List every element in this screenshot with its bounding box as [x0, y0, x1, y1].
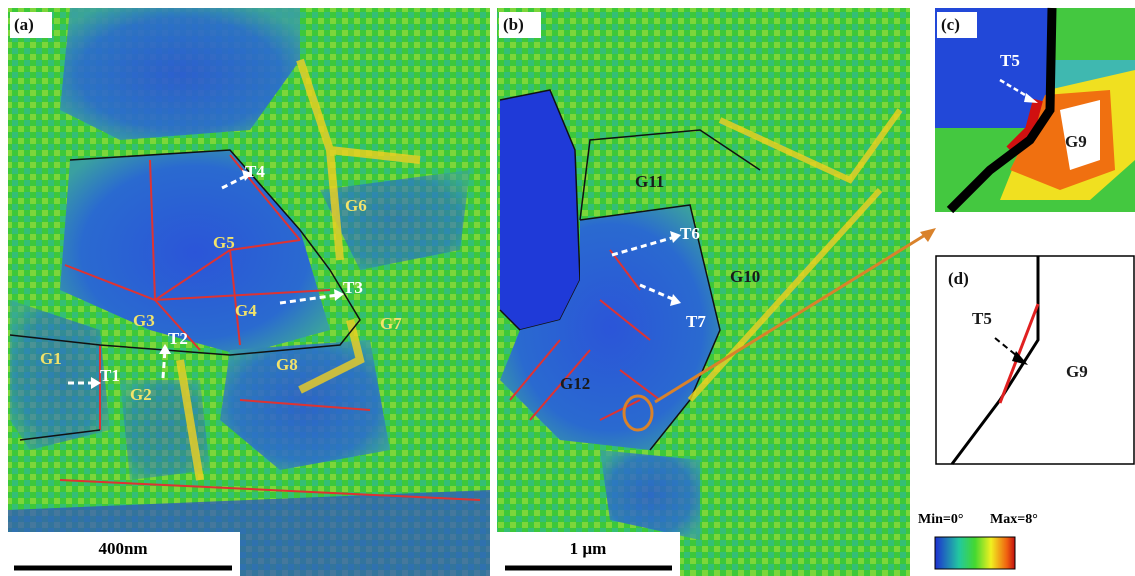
- colorbar-min-label: Min=0°: [918, 512, 963, 527]
- twin-label: T4: [245, 162, 265, 181]
- panel-c: (c) T5 G9: [935, 8, 1135, 212]
- twin-label: T2: [168, 329, 188, 348]
- colorbar: Min=0° Max=8°: [918, 512, 1038, 569]
- grain-label: G9: [1065, 132, 1087, 151]
- twin-label: T7: [686, 312, 706, 331]
- panel-d: (d) T5 G9: [936, 256, 1134, 464]
- grain-label: G11: [635, 172, 664, 191]
- panel-label: (b): [503, 15, 524, 34]
- grain-label: G8: [276, 355, 298, 374]
- panel-label: (d): [948, 269, 969, 288]
- grain-label: G12: [560, 374, 590, 393]
- grain-label: G10: [730, 267, 760, 286]
- grain-label: G1: [40, 349, 62, 368]
- grain-label: G7: [380, 314, 402, 333]
- grain-label: G6: [345, 196, 367, 215]
- scale-bar-label: 400nm: [98, 539, 147, 558]
- figure: (a) G1 G2 G3 G4 G5 G6 G7 G8 T1 T2 T3 T4 …: [0, 0, 1135, 576]
- grain-label: G9: [1066, 362, 1088, 381]
- twin-label: T5: [972, 309, 992, 328]
- panel-b: (b) G11 G10 G12 T6 T7 1 µm: [497, 8, 936, 576]
- twin-label: T6: [680, 224, 700, 243]
- panel-a: (a) G1 G2 G3 G4 G5 G6 G7 G8 T1 T2 T3 T4 …: [8, 8, 490, 576]
- twin-label: T5: [1000, 51, 1020, 70]
- twin-label: T1: [100, 366, 120, 385]
- colorbar-max-label: Max=8°: [990, 512, 1038, 527]
- grain-label: G4: [235, 301, 257, 320]
- grain-label: G3: [133, 311, 155, 330]
- panel-label: (c): [941, 15, 960, 34]
- twin-label: T3: [343, 278, 363, 297]
- grain-label: G5: [213, 233, 235, 252]
- grain-label: G2: [130, 385, 152, 404]
- panel-label: (a): [14, 15, 34, 34]
- scale-bar-label: 1 µm: [570, 539, 607, 558]
